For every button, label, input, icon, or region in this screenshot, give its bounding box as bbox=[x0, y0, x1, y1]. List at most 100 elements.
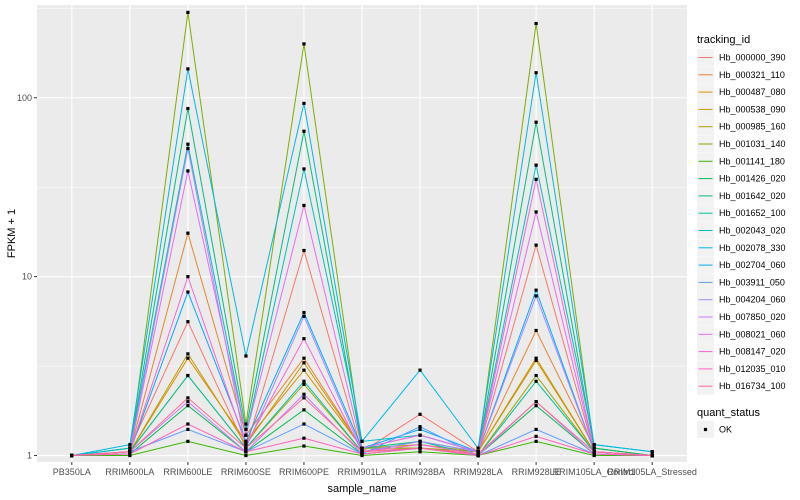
legend-label: Hb_007850_020 bbox=[719, 312, 786, 322]
data-point bbox=[186, 400, 190, 404]
legend-item: Hb_002078_330 bbox=[697, 239, 786, 257]
y-tick-label: 10 bbox=[22, 272, 32, 282]
data-point bbox=[418, 433, 422, 437]
data-point bbox=[186, 422, 190, 426]
x-tick-label: PB350LA bbox=[53, 467, 91, 477]
data-point bbox=[476, 446, 480, 450]
legend-label: Hb_002078_330 bbox=[719, 243, 786, 253]
data-point bbox=[302, 356, 306, 360]
data-point bbox=[650, 453, 654, 458]
data-point bbox=[534, 328, 538, 333]
data-point bbox=[186, 373, 190, 378]
data-point bbox=[418, 439, 422, 443]
data-point bbox=[650, 450, 654, 454]
data-point bbox=[244, 453, 248, 458]
legend-label: Hb_002704_060 bbox=[719, 260, 786, 270]
x-tick-label: RRIM600LA bbox=[105, 467, 154, 477]
data-point bbox=[302, 436, 306, 440]
data-point bbox=[534, 427, 538, 431]
data-point bbox=[186, 231, 190, 235]
data-point bbox=[534, 356, 538, 360]
legend-item: Hb_002043_020 bbox=[697, 222, 786, 239]
data-point bbox=[186, 320, 190, 324]
legend-label: Hb_003911_050 bbox=[719, 277, 785, 287]
legend-label: Hb_008147_020 bbox=[719, 347, 786, 357]
data-point bbox=[186, 169, 190, 173]
data-point bbox=[476, 452, 480, 456]
data-point bbox=[302, 408, 306, 412]
data-point bbox=[534, 288, 538, 292]
data-point bbox=[302, 129, 306, 133]
data-point bbox=[534, 400, 538, 404]
data-point bbox=[186, 290, 190, 294]
data-point bbox=[592, 452, 596, 456]
data-point bbox=[592, 446, 596, 450]
data-point bbox=[244, 427, 248, 431]
y-axis: 1 10 100 bbox=[17, 93, 37, 461]
legend-item: Hb_007850_020 bbox=[697, 308, 786, 326]
data-point bbox=[128, 450, 132, 454]
legend-label: Hb_016734_100 bbox=[719, 381, 786, 391]
data-point bbox=[186, 404, 190, 408]
legend-item: Hb_000487_080 bbox=[697, 83, 786, 101]
data-point bbox=[302, 396, 306, 400]
x-tick-label: RRIM901LA bbox=[337, 467, 386, 477]
legend-item: Hb_001652_100 bbox=[697, 204, 786, 222]
legend-label: Hb_001031_140 bbox=[719, 139, 786, 149]
x-axis-title: sample_name bbox=[327, 483, 396, 495]
data-point bbox=[244, 433, 248, 437]
data-point bbox=[244, 446, 248, 450]
legend-item: Hb_002704_060 bbox=[697, 256, 786, 274]
legend-item: Hb_003911_050 bbox=[697, 273, 785, 291]
legend-label: Hb_000985_160 bbox=[719, 122, 786, 132]
data-point bbox=[592, 443, 596, 447]
legend-item: Hb_008021_060 bbox=[697, 325, 786, 343]
data-point bbox=[302, 361, 306, 365]
data-point bbox=[244, 443, 248, 447]
legend-label: Hb_000487_080 bbox=[719, 87, 786, 97]
data-point bbox=[186, 142, 190, 146]
x-tick-label: RRIM105LA_Stressed bbox=[607, 467, 697, 477]
data-point bbox=[418, 450, 422, 454]
legend-label: Hb_004204_060 bbox=[719, 295, 786, 305]
data-point bbox=[418, 427, 422, 431]
data-points bbox=[70, 10, 654, 458]
data-point bbox=[302, 422, 306, 426]
grid-lines bbox=[37, 5, 687, 462]
data-point bbox=[534, 404, 538, 408]
legend-item: Hb_001031_140 bbox=[697, 135, 786, 153]
data-point bbox=[476, 450, 480, 454]
data-point bbox=[360, 450, 364, 454]
legend-label: Hb_012035_010 bbox=[719, 364, 786, 374]
data-point bbox=[244, 422, 248, 426]
data-point bbox=[186, 439, 190, 443]
data-point bbox=[534, 163, 538, 167]
data-point bbox=[70, 453, 74, 458]
data-point bbox=[302, 248, 306, 253]
data-point bbox=[418, 425, 422, 429]
x-tick-label: RRIM105LA_Control bbox=[553, 467, 636, 477]
data-point bbox=[534, 177, 538, 181]
data-point bbox=[302, 203, 306, 208]
x-tick-label: RRIM928LE bbox=[512, 467, 561, 477]
data-point bbox=[302, 101, 306, 105]
y-tick-label: 100 bbox=[17, 93, 32, 103]
legend-item: Hb_000985_160 bbox=[697, 118, 786, 136]
data-point bbox=[534, 358, 538, 363]
legend-item: Hb_000000_390 bbox=[697, 49, 786, 66]
data-point bbox=[244, 354, 248, 358]
legend-label: Hb_002043_020 bbox=[719, 226, 786, 236]
legend-label: Hb_000000_390 bbox=[719, 53, 786, 63]
legend-item: Hb_012035_010 bbox=[697, 360, 786, 378]
y-axis-title: FPKM + 1 bbox=[6, 209, 18, 258]
legend-item: Hb_000538_090 bbox=[697, 100, 786, 118]
legend-item: Hb_004204_060 bbox=[697, 291, 786, 309]
data-point bbox=[360, 439, 364, 443]
data-point bbox=[186, 356, 190, 360]
legend-shape-items: OK bbox=[697, 421, 732, 438]
data-point bbox=[186, 352, 190, 356]
data-point bbox=[302, 167, 306, 171]
legend-label: Hb_001141_180 bbox=[719, 156, 785, 166]
x-tick-label: RRIM600SE bbox=[221, 467, 271, 477]
data-point bbox=[302, 337, 306, 341]
